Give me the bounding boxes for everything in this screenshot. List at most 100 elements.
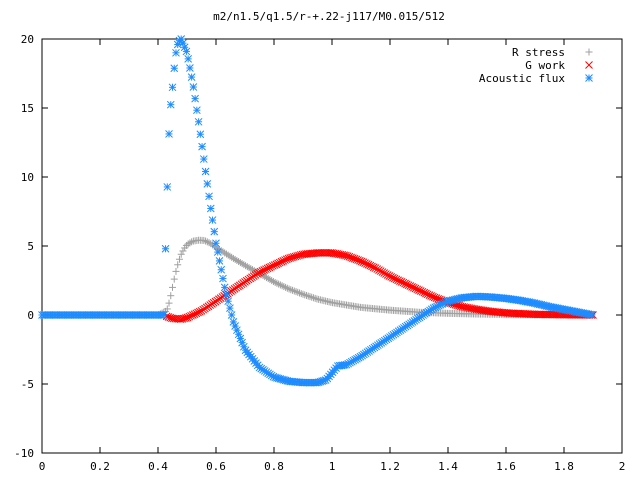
data-point (189, 83, 198, 91)
data-point (212, 239, 220, 248)
y-tick-label: -10 (14, 447, 34, 460)
data-point (182, 47, 191, 56)
data-point (215, 257, 224, 265)
data-point (165, 299, 173, 307)
data-point (187, 73, 196, 81)
data-point (306, 293, 314, 301)
data-point (163, 305, 171, 313)
data-point (373, 265, 382, 273)
legend-label: G work (525, 59, 565, 72)
data-point (199, 155, 208, 163)
x-tick-label: 0.2 (90, 460, 110, 473)
y-tick-label: 20 (21, 33, 34, 46)
data-point (201, 167, 210, 176)
x-tick-label: 0.4 (148, 460, 168, 473)
data-point (166, 100, 175, 109)
data-point (170, 275, 178, 283)
data-point (167, 292, 175, 300)
data-point (222, 290, 231, 299)
x-tick-label: 1.2 (380, 460, 400, 473)
data-point (219, 274, 227, 283)
data-point (378, 268, 387, 276)
x-tick-label: 0.6 (206, 460, 226, 473)
data-point (283, 284, 291, 292)
y-tick-label: -5 (21, 378, 34, 391)
data-point (299, 290, 307, 298)
legend-marker (585, 74, 593, 82)
data-point (226, 304, 234, 312)
data-point (280, 283, 288, 291)
data-point (161, 244, 170, 253)
data-point (304, 292, 312, 300)
data-point (234, 330, 243, 339)
data-point (276, 281, 284, 289)
data-point (278, 282, 286, 290)
data-point (282, 283, 290, 291)
data-point (309, 294, 317, 302)
data-point (159, 311, 168, 319)
legend-label: Acoustic flux (479, 72, 565, 85)
x-tick-label: 0 (39, 460, 46, 473)
data-point (200, 236, 208, 244)
data-point (297, 290, 305, 298)
y-tick-label: 5 (27, 240, 34, 253)
x-tick-label: 2 (619, 460, 626, 473)
y-tick-label: 0 (27, 309, 34, 322)
data-point (194, 117, 203, 126)
y-tick-label: 15 (21, 102, 34, 115)
data-point (273, 279, 281, 287)
series-2 (162, 249, 597, 323)
data-point (180, 43, 189, 52)
data-point (186, 239, 194, 247)
data-point (371, 264, 380, 272)
y-tick-label: 10 (21, 171, 34, 184)
data-point (294, 288, 302, 296)
series-1 (38, 236, 596, 319)
data-point (168, 83, 177, 92)
x-tick-label: 1.8 (554, 460, 574, 473)
data-point (170, 64, 179, 73)
legend-marker (585, 48, 593, 56)
data-point (195, 307, 204, 316)
data-point (169, 283, 176, 291)
data-point (193, 106, 201, 115)
data-point (382, 270, 390, 278)
data-point (271, 278, 279, 286)
data-point (290, 287, 298, 295)
data-point (208, 216, 217, 224)
data-point (311, 294, 319, 302)
data-point (275, 280, 283, 288)
data-point (177, 250, 185, 258)
data-point (198, 142, 206, 151)
data-point (301, 291, 309, 299)
data-point (210, 227, 219, 236)
data-point (285, 285, 293, 293)
data-point (289, 286, 297, 294)
data-point (308, 293, 316, 301)
data-point (380, 269, 389, 277)
data-point (205, 192, 213, 201)
data-point (188, 238, 196, 246)
data-point (165, 130, 173, 138)
data-point (296, 289, 304, 297)
data-point (287, 286, 295, 294)
data-point (203, 238, 211, 246)
plot-frame (41, 38, 623, 454)
data-point (174, 261, 182, 269)
data-point (302, 291, 310, 299)
data-point (213, 248, 222, 256)
x-tick-label: 0.8 (264, 460, 284, 473)
series-3 (38, 35, 596, 387)
legend-label: R stress (512, 46, 565, 59)
chart-title: m2/n1.5/q1.5/r-+.22-j117/M0.015/512 (213, 10, 445, 23)
data-point (227, 311, 236, 319)
x-tick-label: 1.6 (496, 460, 516, 473)
data-point (203, 180, 212, 188)
data-point (375, 266, 383, 274)
data-point (179, 247, 187, 255)
data-point (376, 267, 385, 275)
data-point (191, 94, 199, 103)
data-point (175, 255, 183, 263)
data-point (163, 183, 172, 191)
